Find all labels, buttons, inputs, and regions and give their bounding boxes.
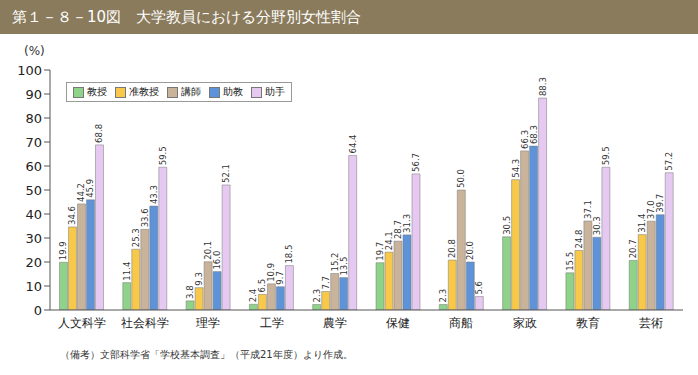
svg-text:20.7: 20.7 (628, 239, 638, 258)
svg-text:9.3: 9.3 (194, 272, 204, 286)
html-text:第１－８－10図 大学教員における分野別女性割合: 第１－８－10図 大学教員における分野別女性割合 (12, 8, 362, 26)
svg-text:社会科学: 社会科学 (121, 316, 169, 330)
svg-text:59.5: 59.5 (601, 146, 611, 165)
svg-text:100: 100 (17, 63, 42, 78)
svg-text:68.3: 68.3 (529, 125, 539, 144)
svg-text:15.5: 15.5 (565, 252, 575, 271)
svg-text:68.8: 68.8 (94, 124, 104, 143)
svg-text:60: 60 (25, 159, 42, 174)
svg-text:15.2: 15.2 (329, 252, 340, 272)
svg-text:20.0: 20.0 (465, 241, 475, 260)
svg-text:66.3: 66.3 (519, 129, 530, 149)
svg-text:10.9: 10.9 (266, 262, 277, 282)
svg-text:90: 90 (25, 87, 42, 102)
svg-text:37.1: 37.1 (583, 200, 593, 219)
svg-text:50.0: 50.0 (456, 169, 466, 188)
svg-text:保健: 保健 (386, 316, 410, 330)
svg-text:19.7: 19.7 (375, 241, 385, 261)
svg-text:工学: 工学 (260, 316, 284, 330)
svg-text:88.3: 88.3 (538, 77, 548, 96)
svg-text:7.7: 7.7 (321, 276, 331, 290)
svg-text:50: 50 (25, 183, 42, 198)
svg-text:37.0: 37.0 (646, 200, 657, 220)
svg-text:44.2: 44.2 (76, 183, 87, 202)
svg-text:5.6: 5.6 (474, 281, 484, 295)
svg-text:30.3: 30.3 (592, 216, 602, 235)
svg-text:2.3: 2.3 (438, 289, 448, 303)
html-text:助手: 助手 (265, 86, 285, 97)
svg-text:理学: 理学 (196, 316, 220, 330)
svg-text:70: 70 (25, 135, 42, 150)
svg-text:52.1: 52.1 (221, 164, 231, 183)
svg-text:2.4: 2.4 (248, 288, 259, 303)
svg-text:28.7: 28.7 (393, 220, 403, 240)
svg-text:農学: 農学 (323, 316, 347, 330)
svg-text:9.7: 9.7 (275, 271, 285, 285)
html-text:准教授: 准教授 (129, 86, 159, 97)
svg-text:59.5: 59.5 (158, 146, 168, 165)
svg-text:13.5: 13.5 (339, 257, 349, 276)
svg-text:30: 30 (25, 231, 42, 246)
svg-text:10: 10 (25, 279, 42, 294)
svg-text:18.5: 18.5 (284, 245, 294, 264)
svg-text:56.7: 56.7 (411, 153, 421, 172)
html-text:助教: 助教 (223, 86, 243, 97)
svg-text:25.3: 25.3 (131, 228, 141, 247)
svg-text:3.8: 3.8 (185, 285, 195, 299)
svg-text:34.6: 34.6 (67, 206, 77, 225)
svg-text:39.7: 39.7 (655, 194, 665, 213)
html-text:（備考）文部科学省「学校基本調査」（平成21年度）より作成。: （備考）文部科学省「学校基本調査」（平成21年度）より作成。 (60, 349, 353, 360)
svg-text:24.1: 24.1 (384, 231, 394, 251)
svg-text:19.9: 19.9 (58, 241, 68, 260)
svg-text:人文科学: 人文科学 (58, 316, 106, 330)
svg-text:57.2: 57.2 (664, 152, 674, 171)
svg-text:64.4: 64.4 (348, 135, 358, 154)
svg-text:芸術: 芸術 (639, 316, 663, 330)
svg-text:30.5: 30.5 (502, 216, 512, 235)
svg-text:45.9: 45.9 (85, 179, 95, 198)
svg-text:2.3: 2.3 (312, 289, 322, 303)
svg-text:24.8: 24.8 (574, 230, 584, 249)
svg-text:家政: 家政 (513, 316, 537, 330)
svg-text:31.3: 31.3 (402, 214, 412, 233)
svg-text:0: 0 (34, 303, 42, 318)
svg-text:31.4: 31.4 (637, 213, 648, 233)
svg-text:20: 20 (25, 255, 42, 270)
html-text:講師: 講師 (181, 86, 201, 97)
svg-text:20.1: 20.1 (203, 240, 214, 260)
svg-text:16.0: 16.0 (212, 251, 222, 270)
svg-text:33.6: 33.6 (140, 208, 150, 227)
svg-text:80: 80 (25, 111, 42, 126)
svg-text:6.5: 6.5 (257, 278, 268, 293)
svg-text:11.4: 11.4 (122, 262, 132, 281)
svg-text:54.3: 54.3 (511, 159, 521, 178)
svg-text:商船: 商船 (449, 316, 473, 330)
svg-text:40: 40 (25, 207, 42, 222)
svg-text:教育: 教育 (576, 316, 600, 330)
svg-text:43.3: 43.3 (149, 185, 159, 204)
html-text:教授: 教授 (87, 86, 107, 97)
svg-text:20.8: 20.8 (447, 239, 457, 258)
